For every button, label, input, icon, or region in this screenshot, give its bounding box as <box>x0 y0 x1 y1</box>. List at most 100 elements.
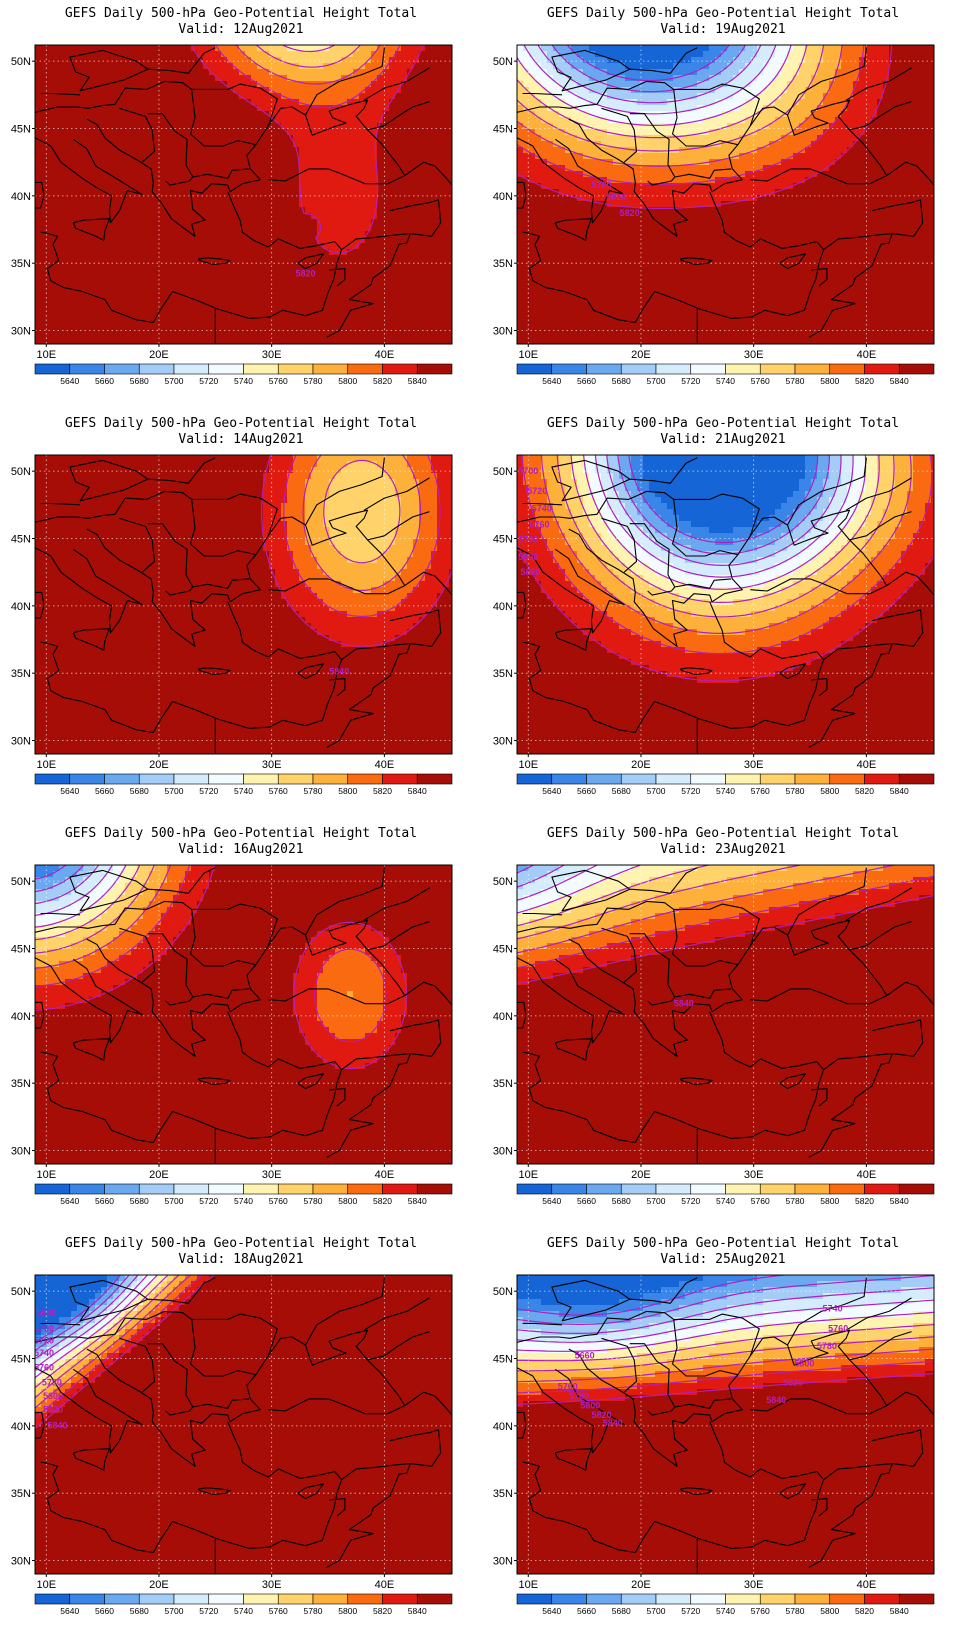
colorbar-swatch <box>138 1183 175 1195</box>
colorbar-swatch <box>173 773 210 785</box>
panel-title: GEFS Daily 500-hPa Geo-Potential Height … <box>0 826 482 842</box>
shaded-contours <box>35 1275 452 1574</box>
colorbar: 5640 5660 5680 5700 5720 5740 5760 5780 5800 5820… <box>34 1593 453 1616</box>
coastlines-borders <box>35 867 452 1164</box>
colorbar-swatch <box>794 1183 831 1195</box>
lat-tick-label: 30N <box>493 326 513 338</box>
lon-tick-label: 10E <box>36 349 56 361</box>
lon-tick-label: 10E <box>518 759 538 771</box>
map-frame <box>34 454 453 755</box>
height-field: 5840 <box>35 455 452 754</box>
colorbar-label: 5700 <box>647 376 666 386</box>
lat-tick-label: 30N <box>493 1146 513 1158</box>
coastlines-borders <box>517 867 934 1164</box>
colorbar-label: 5660 <box>95 1606 114 1616</box>
colorbar-swatch <box>864 773 900 785</box>
colorbar-swatch <box>620 773 657 785</box>
lon-tick-label: 30E <box>262 1579 282 1591</box>
colorbar-swatch <box>725 1183 761 1195</box>
lon-tick-label: 30E <box>744 759 764 771</box>
lat-tick-label: 50N <box>493 466 513 478</box>
colorbar-swatch <box>104 1593 140 1605</box>
lat-tick-label: 40N <box>11 191 31 203</box>
colorbar-swatch <box>382 1183 418 1195</box>
colorbar-label: 5840 <box>890 786 909 796</box>
contour-label: 5800 <box>518 552 538 562</box>
colorbar-swatch <box>34 363 71 375</box>
colorbar-label: 5700 <box>647 1196 666 1206</box>
lat-tick-label: 30N <box>493 1556 513 1568</box>
colorbar-swatch <box>586 1593 622 1605</box>
colorbar-label: 5700 <box>165 786 184 796</box>
lat-tick-label: 35N <box>11 258 31 270</box>
colorbar-label: 5840 <box>408 1196 427 1206</box>
lon-tick-label: 20E <box>631 349 651 361</box>
colorbar-swatch <box>416 1593 453 1605</box>
contour-lines <box>517 1275 934 1405</box>
colorbar-label: 5720 <box>681 786 700 796</box>
lat-tick-label: 40N <box>493 1421 513 1433</box>
colorbar-label: 5740 <box>234 376 253 386</box>
colorbar-label: 5760 <box>751 376 770 386</box>
contour-label: 5760 <box>530 520 550 530</box>
colorbar-swatch <box>416 1183 453 1195</box>
lon-tick-label: 10E <box>518 1169 538 1181</box>
colorbar-swatch <box>173 1183 210 1195</box>
contour-label: 5760 <box>34 1363 54 1373</box>
colorbar-swatch <box>586 363 622 375</box>
colorbar-label: 5680 <box>130 786 149 796</box>
colorbar-swatch <box>208 1593 244 1605</box>
panel-valid-date: Valid: 16Aug2021 <box>0 842 482 858</box>
coastlines-borders <box>35 457 452 754</box>
lat-tick-label: 30N <box>11 1146 31 1158</box>
panel-title: GEFS Daily 500-hPa Geo-Potential Height … <box>0 6 482 22</box>
lat-tick-label: 30N <box>11 326 31 338</box>
colorbar-swatch <box>898 1593 935 1605</box>
colorbar-label: 5800 <box>338 1196 357 1206</box>
panel-valid-date: Valid: 21Aug2021 <box>482 432 964 448</box>
contour-label: 5840 <box>603 1418 623 1428</box>
contour-lines <box>261 455 452 647</box>
lon-tick-label: 20E <box>149 1579 169 1591</box>
contour-label: 5700 <box>518 466 538 476</box>
colorbar-label: 5740 <box>234 1196 253 1206</box>
colorbar-label: 5820 <box>373 376 392 386</box>
contour-label: 5800 <box>794 1359 814 1369</box>
colorbar-label: 5640 <box>60 786 79 796</box>
colorbar-label: 5840 <box>408 376 427 386</box>
colorbar-label: 5820 <box>855 1196 874 1206</box>
colorbar-label: 5740 <box>716 376 735 386</box>
colorbar-label: 5660 <box>95 376 114 386</box>
colorbar-label: 5760 <box>751 1196 770 1206</box>
graticule <box>517 865 934 1164</box>
lon-tick-label: 40E <box>375 1579 395 1591</box>
map-frame <box>34 1274 453 1575</box>
colorbar: 5640 5660 5680 5700 5720 5740 5760 5780 5800 5820… <box>516 363 935 386</box>
lon-tick-label: 10E <box>518 1579 538 1591</box>
lon-tick-label: 40E <box>375 1169 395 1181</box>
lat-tick-label: 50N <box>11 56 31 68</box>
contour-label: 5800 <box>606 192 626 202</box>
colorbar: 5640 5660 5680 5700 5720 5740 5760 5780 5800 5820… <box>516 1593 935 1616</box>
colorbar-swatch <box>208 363 244 375</box>
colorbar-swatch <box>551 1183 587 1195</box>
colorbar-swatch <box>586 773 622 785</box>
colorbar-swatch <box>690 363 726 375</box>
colorbar-swatch <box>34 1593 71 1605</box>
colorbar-label: 5720 <box>681 1606 700 1616</box>
lon-tick-label: 30E <box>262 759 282 771</box>
contour-label: 5820 <box>592 1410 612 1420</box>
map-panel-21aug: GEFS Daily 500-hPa Geo-Potential Height … <box>482 410 964 820</box>
graticule <box>517 455 934 754</box>
colorbar-swatch <box>173 1593 210 1605</box>
colorbar-label: 5640 <box>60 1606 79 1616</box>
colorbar-swatch <box>277 773 314 785</box>
lat-tick-label: 50N <box>11 876 31 888</box>
colorbar-swatch <box>138 363 175 375</box>
colorbar-label: 5700 <box>647 1606 666 1616</box>
contour-lines <box>190 45 424 254</box>
colorbar-swatch <box>725 363 761 375</box>
contour-label: 5780 <box>817 1341 837 1351</box>
lon-tick-label: 30E <box>262 1169 282 1181</box>
lat-tick-label: 45N <box>493 944 513 956</box>
